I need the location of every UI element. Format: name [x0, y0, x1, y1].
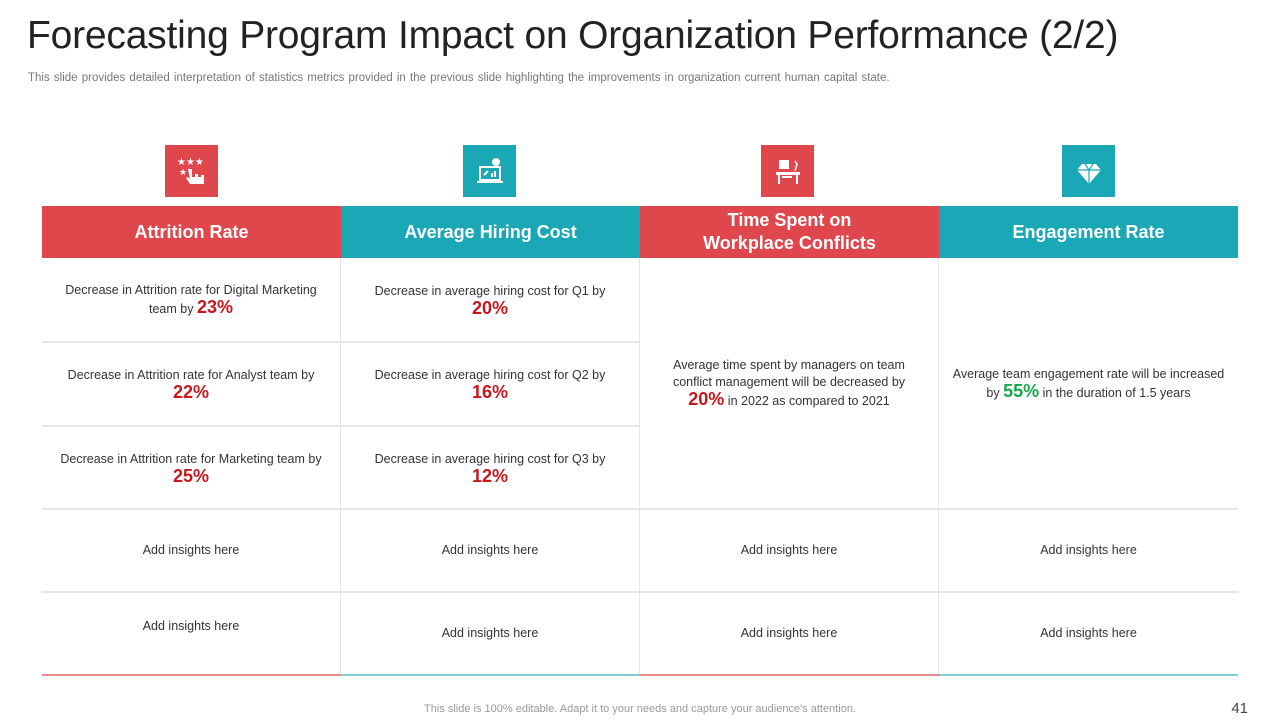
conflicts-cell: Average time spent by managers on team c…	[640, 258, 939, 509]
footer-note: This slide is 100% editable. Adapt it to…	[424, 703, 856, 715]
cell-value: 25%	[172, 465, 210, 486]
cell-text: Decrease in Attrition rate for Marketing…	[60, 451, 322, 466]
cell-value: 16%	[471, 382, 509, 402]
attrition-cell: Decrease in Attrition rate for Analyst t…	[42, 342, 341, 426]
insight-cell[interactable]: Add insights here	[1040, 626, 1137, 640]
cell-text: Decrease in average hiring cost for Q1 b…	[374, 284, 606, 298]
insight-cell[interactable]: Add insights here	[341, 592, 640, 675]
insight-cell[interactable]: Add insights here	[640, 509, 939, 592]
cell-value: 20%	[688, 389, 725, 409]
diamond-icon	[1062, 145, 1115, 197]
insight-cell[interactable]: Add insights here	[1040, 543, 1137, 557]
cell-text: Average team engagement rate will be inc…	[952, 366, 1225, 400]
cell-text: Decrease in average hiring cost for Q3 b…	[374, 451, 606, 466]
cell-text: Decrease in Attrition rate for Analyst t…	[67, 368, 315, 382]
header-attrition-rate: Attrition Rate	[42, 206, 341, 258]
page-number: 41	[1231, 700, 1248, 717]
divider	[42, 508, 1238, 510]
subtitle: This slide provides detailed interpretat…	[28, 72, 890, 84]
bottom-border	[42, 674, 341, 676]
cell-text: Decrease in Attrition rate for Digital M…	[65, 283, 317, 316]
engagement-cell: Average team engagement rate will be inc…	[939, 258, 1238, 509]
cell-text: Decrease in average hiring cost for Q2 b…	[374, 368, 606, 382]
attrition-cell: Decrease in Attrition rate for Marketing…	[42, 426, 341, 509]
attrition-cell: Decrease in Attrition rate for Digital M…	[42, 258, 341, 342]
page-title: Forecasting Program Impact on Organizati…	[27, 14, 1119, 57]
insight-cell[interactable]: Add insights here	[42, 592, 341, 660]
header-time-spent-conflicts: Time Spent on Workplace Conflicts	[640, 206, 939, 258]
header-average-hiring-cost: Average Hiring Cost	[341, 206, 640, 258]
svg-text:★★★: ★★★	[177, 157, 204, 168]
bottom-border	[341, 674, 640, 676]
cell-value: 23%	[196, 297, 233, 317]
insight-cell[interactable]: Add insights here	[640, 592, 939, 675]
cell-value: 22%	[172, 382, 210, 402]
cell-spacer	[42, 660, 341, 674]
cell-text: in the duration of 1.5 years	[1042, 385, 1191, 400]
cell-value: 55%	[1003, 380, 1040, 401]
bottom-border	[939, 674, 1238, 676]
cell-text: in 2022 as compared to 2021	[727, 394, 890, 408]
bottom-border	[640, 674, 939, 676]
cell-value: 12%	[471, 465, 509, 486]
svg-text:★: ★	[179, 167, 187, 177]
header-engagement-rate: Engagement Rate	[939, 206, 1238, 258]
rating-hand-icon: ★★★ ★	[165, 145, 218, 197]
hiring-cell: Decrease in average hiring cost for Q1 b…	[341, 258, 640, 342]
header-line: Workplace Conflicts	[703, 233, 876, 253]
insight-cell[interactable]: Add insights here	[42, 509, 341, 592]
hiring-cell: Decrease in average hiring cost for Q2 b…	[341, 342, 640, 426]
hiring-cell: Decrease in average hiring cost for Q3 b…	[341, 426, 640, 509]
header-line: Time Spent on	[727, 210, 852, 230]
divider	[42, 591, 1238, 593]
divider	[42, 425, 640, 427]
insight-cell[interactable]: Add insights here	[341, 509, 640, 592]
office-desk-icon	[761, 145, 814, 197]
cell-value: 20%	[471, 298, 509, 318]
cell-text: Average time spent by managers on team c…	[672, 358, 906, 389]
divider	[42, 341, 640, 343]
laptop-cost-icon	[463, 145, 516, 197]
